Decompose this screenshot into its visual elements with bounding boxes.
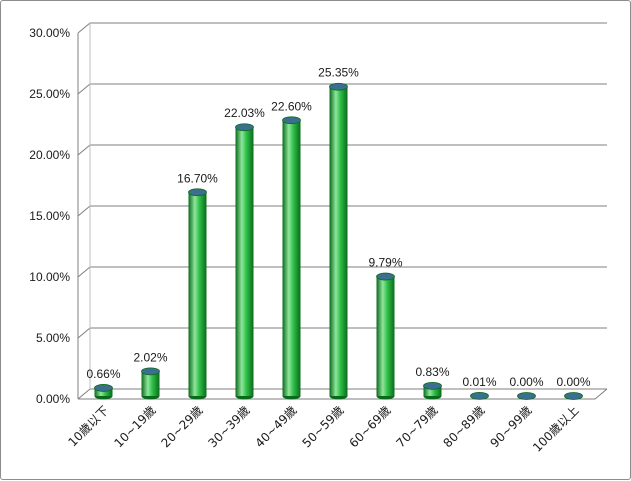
bar-top — [95, 384, 113, 391]
bar-top — [424, 382, 442, 389]
bar-top — [283, 117, 301, 124]
bar — [283, 117, 301, 400]
data-label: 9.79% — [368, 256, 402, 270]
x-tick-label: 80~89歲 — [441, 403, 488, 450]
y-tick-label: 0.00% — [36, 392, 70, 406]
y-tick-label: 5.00% — [36, 331, 70, 345]
data-label: 0.83% — [415, 365, 449, 379]
bars — [95, 83, 583, 399]
data-label: 22.60% — [271, 99, 312, 113]
y-tick-label: 20.00% — [29, 148, 70, 162]
bar-top — [377, 273, 395, 280]
bar-body — [236, 127, 254, 396]
data-label: 25.35% — [318, 66, 359, 80]
y-axis-tick-labels: 0.00% 5.00% 10.00% 15.00% 20.00% 25.00% 30.00% — [29, 26, 70, 406]
bar — [471, 392, 489, 399]
x-tick-label: 70~79歲 — [394, 403, 441, 450]
x-tick-label: 20~29歲 — [159, 403, 206, 450]
bar-body — [330, 87, 348, 396]
bar-top — [330, 83, 348, 90]
data-label: 2.02% — [133, 350, 167, 364]
bar-body — [283, 120, 301, 396]
bar-top — [236, 124, 254, 131]
data-label: 0.66% — [86, 367, 120, 381]
gridline — [78, 23, 607, 33]
bar — [377, 273, 395, 399]
bar-top — [565, 393, 583, 400]
x-tick-label: 60~69歲 — [347, 403, 394, 450]
y-tick-label: 10.00% — [29, 270, 70, 284]
bar-top — [189, 189, 207, 196]
data-label: 0.00% — [509, 375, 543, 389]
bar-top — [518, 393, 536, 400]
data-label: 22.03% — [224, 106, 265, 120]
x-tick-label: 10~19歲 — [112, 403, 159, 450]
x-tick-label: 30~39歲 — [206, 403, 253, 450]
bar — [236, 124, 254, 400]
x-tick-label: 50~59歲 — [300, 403, 347, 450]
x-tick-label: 100歲以上 — [530, 403, 582, 455]
bar-top — [142, 368, 160, 375]
data-label: 0.01% — [462, 375, 496, 389]
bar-top — [471, 392, 489, 399]
y-tick-label: 25.00% — [29, 87, 70, 101]
bar — [189, 189, 207, 400]
bar — [565, 393, 583, 400]
bar — [424, 382, 442, 399]
bar — [142, 368, 160, 400]
x-tick-label: 90~99歲 — [488, 403, 535, 450]
bar — [330, 83, 348, 399]
x-tick-label: 10歲以下 — [65, 403, 111, 449]
bar-body — [189, 192, 207, 396]
bar-body — [377, 277, 395, 396]
bar — [518, 393, 536, 400]
bar — [95, 384, 113, 399]
y-tick-label: 15.00% — [29, 209, 70, 223]
data-label: 16.70% — [177, 171, 218, 185]
x-tick-label: 40~49歲 — [253, 403, 300, 450]
data-label: 0.00% — [556, 375, 590, 389]
y-tick-label: 30.00% — [29, 26, 70, 40]
